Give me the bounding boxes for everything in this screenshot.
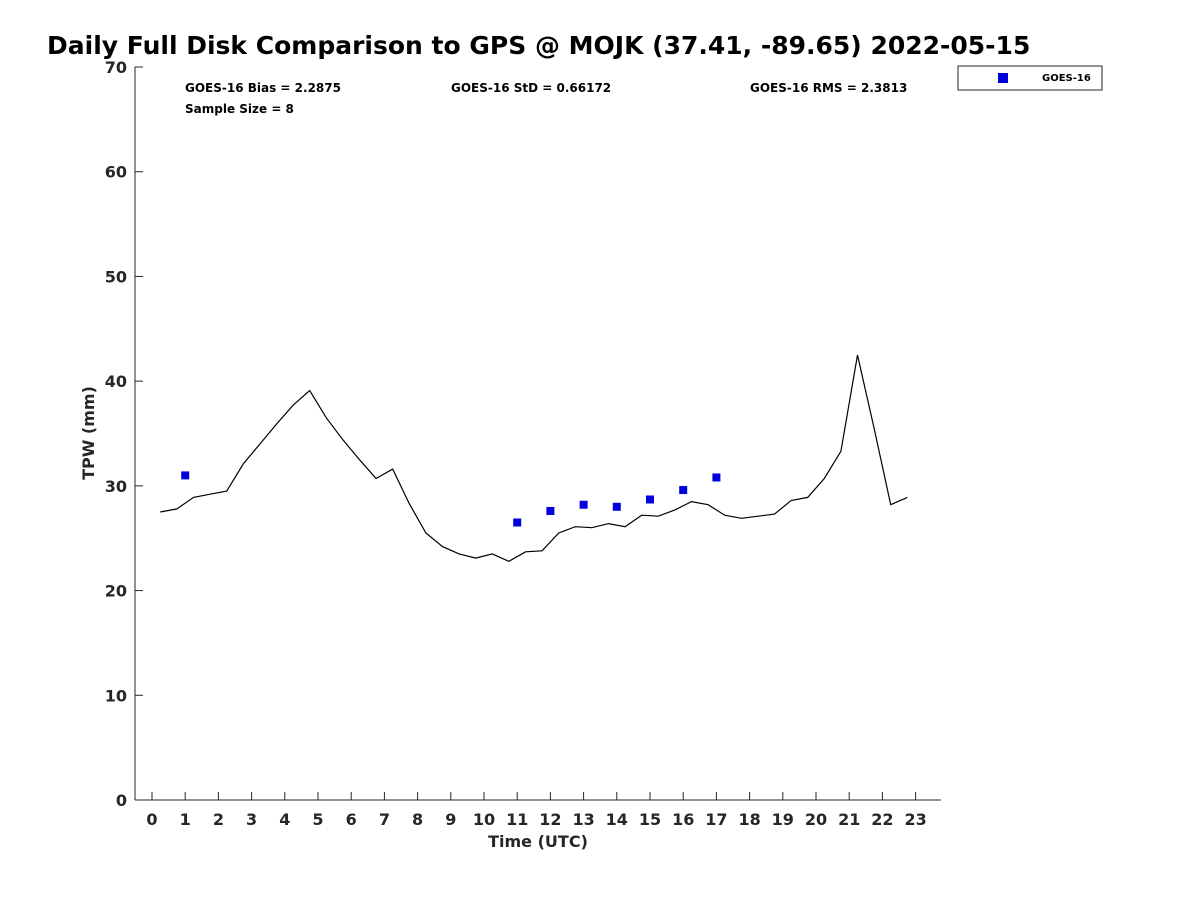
y-tick-label: 50 [105,267,127,286]
x-tick-label: 15 [639,810,661,829]
y-axis-label: TPW (mm) [79,386,98,480]
x-tick-label: 3 [246,810,257,829]
y-tick-label: 60 [105,163,127,182]
goes16-point [546,506,555,515]
x-tick-label: 21 [838,810,860,829]
x-ticks: 0 1 2 3 4 5 6 7 8 9 10 11 12 13 14 15 16 17 18 19 20 21 22 23 [146,792,927,829]
stat-sample-size: Sample Size = 8 [185,102,294,116]
x-tick-label: 14 [606,810,628,829]
x-tick-label: 8 [412,810,423,829]
x-tick-label: 11 [506,810,528,829]
x-tick-label: 20 [805,810,827,829]
goes16-point [646,495,654,504]
legend-label: GOES-16 [1042,73,1091,84]
x-tick-label: 9 [445,810,456,829]
x-axis-label: Time (UTC) [488,832,588,851]
x-tick-label: 19 [772,810,794,829]
goes16-point [579,500,588,509]
legend-marker [998,73,1008,83]
gps-tpw-line [160,354,908,562]
legend-box [957,65,1103,91]
chart-title: Daily Full Disk Comparison to GPS @ MOJK… [47,31,1030,60]
goes16-point [712,473,721,482]
x-tick-label: 6 [346,810,357,829]
goes16-point [513,518,522,527]
x-tick-label: 17 [705,810,727,829]
x-tick-label: 12 [539,810,561,829]
y-tick-label: 10 [105,686,127,705]
x-tick-label: 7 [379,810,390,829]
stat-std: GOES-16 StD = 0.66172 [451,81,611,95]
x-tick-label: 23 [904,810,926,829]
x-tick-label: 2 [213,810,224,829]
legend: GOES-16 [957,65,1103,91]
goes16-point [612,502,621,511]
y-tick-label: 20 [105,582,127,601]
x-tick-label: 5 [312,810,323,829]
x-tick-label: 22 [871,810,893,829]
stat-rms: GOES-16 RMS = 2.3813 [750,81,907,95]
y-tick-label: 30 [105,477,127,496]
goes16-point [679,486,688,495]
y-ticks: 0 10 20 30 40 50 60 70 [105,58,143,810]
series-layer [160,354,908,562]
x-tick-label: 1 [180,810,191,829]
y-tick-label: 0 [116,791,127,810]
x-tick-label: 13 [572,810,594,829]
x-tick-label: 16 [672,810,694,829]
stat-bias: GOES-16 Bias = 2.2875 [185,81,341,95]
x-tick-label: 0 [146,810,157,829]
y-tick-label: 70 [105,58,127,77]
x-tick-label: 4 [279,810,290,829]
goes16-point [181,471,190,480]
x-tick-label: 18 [738,810,760,829]
x-tick-label: 10 [473,810,495,829]
y-tick-label: 40 [105,372,127,391]
